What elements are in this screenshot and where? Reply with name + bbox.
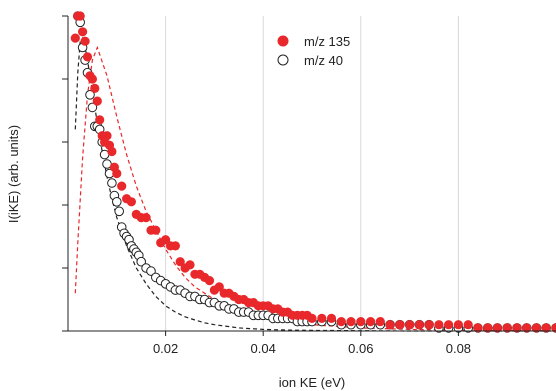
data-point-mz135 — [170, 241, 180, 251]
x-tick-label: 0.06 — [348, 341, 373, 356]
data-point-mz135 — [204, 276, 215, 286]
data-point-mz135 — [151, 225, 161, 235]
data-point-mz40 — [136, 256, 146, 267]
data-point-mz40 — [146, 266, 156, 276]
data-point-mz135 — [326, 313, 337, 323]
data-point-mz135 — [317, 313, 327, 323]
data-point-mz135 — [444, 320, 454, 330]
data-point-mz135 — [90, 83, 100, 93]
data-point-mz135 — [185, 260, 195, 270]
data-point-mz40 — [112, 197, 122, 207]
data-point-mz135 — [463, 320, 473, 330]
data-point-mz135 — [531, 323, 542, 333]
data-point-mz135 — [541, 323, 551, 333]
fit-curves — [74, 36, 556, 332]
data-point-mz135 — [346, 317, 356, 327]
legend-marker-mz40 — [277, 54, 289, 66]
data-point-mz135 — [78, 27, 88, 37]
data-points — [70, 11, 556, 333]
data-point-mz135 — [522, 323, 532, 333]
data-point-mz135 — [385, 320, 395, 330]
data-point-mz135 — [356, 317, 366, 327]
data-point-mz135 — [453, 320, 463, 330]
data-point-mz135 — [75, 11, 85, 21]
data-point-mz135 — [405, 320, 415, 330]
data-point-mz135 — [141, 213, 151, 223]
data-point-mz135 — [126, 197, 136, 207]
legend-marker-mz135 — [277, 35, 289, 47]
data-point-mz135 — [95, 115, 105, 125]
data-point-mz135 — [70, 33, 80, 43]
legend-label-mz135: m/z 135 — [304, 34, 350, 49]
data-point-mz135 — [214, 282, 224, 292]
data-point-mz135 — [336, 317, 346, 327]
data-point-mz135 — [307, 313, 317, 323]
data-point-mz40 — [107, 178, 117, 188]
data-point-mz135 — [551, 323, 556, 333]
fit-curve — [74, 45, 556, 332]
data-point-mz135 — [492, 323, 502, 333]
data-point-mz40 — [87, 102, 98, 113]
data-point-mz40 — [85, 90, 95, 100]
x-tick-label: 0.04 — [251, 341, 276, 356]
data-point-mz135 — [395, 320, 405, 330]
data-point-mz135 — [87, 74, 97, 84]
data-point-mz135 — [434, 320, 444, 330]
data-point-mz135 — [117, 181, 127, 191]
data-point-mz40 — [114, 206, 124, 217]
legend: m/z 135 m/z 40 — [277, 34, 350, 68]
data-point-mz135 — [473, 323, 483, 333]
axis-ticks: 0.02 0.04 0.06 0.08 — [62, 15, 471, 356]
data-point-mz135 — [175, 257, 185, 267]
data-point-mz135 — [82, 52, 93, 62]
data-point-mz135 — [102, 131, 112, 141]
data-point-mz135 — [92, 96, 102, 106]
fit-curve — [74, 36, 556, 332]
x-tick-label: 0.02 — [153, 341, 178, 356]
data-point-mz135 — [375, 317, 385, 327]
data-point-mz135 — [512, 323, 522, 333]
data-point-mz135 — [80, 36, 90, 46]
data-point-mz135 — [107, 146, 117, 157]
grid-lines — [165, 16, 459, 331]
data-point-mz135 — [414, 320, 424, 330]
x-axis-title: ion KE (eV) — [279, 375, 345, 390]
data-point-mz135 — [483, 323, 493, 333]
data-point-mz135 — [112, 168, 122, 179]
data-point-mz135 — [161, 235, 171, 245]
data-point-mz135 — [502, 323, 512, 333]
data-point-mz135 — [366, 317, 376, 327]
axes — [67, 16, 556, 332]
y-axis-title: I(iKE) (arb. units) — [6, 125, 21, 223]
legend-label-mz40: m/z 40 — [304, 53, 343, 68]
x-tick-label: 0.08 — [446, 341, 471, 356]
data-point-mz135 — [424, 320, 434, 330]
